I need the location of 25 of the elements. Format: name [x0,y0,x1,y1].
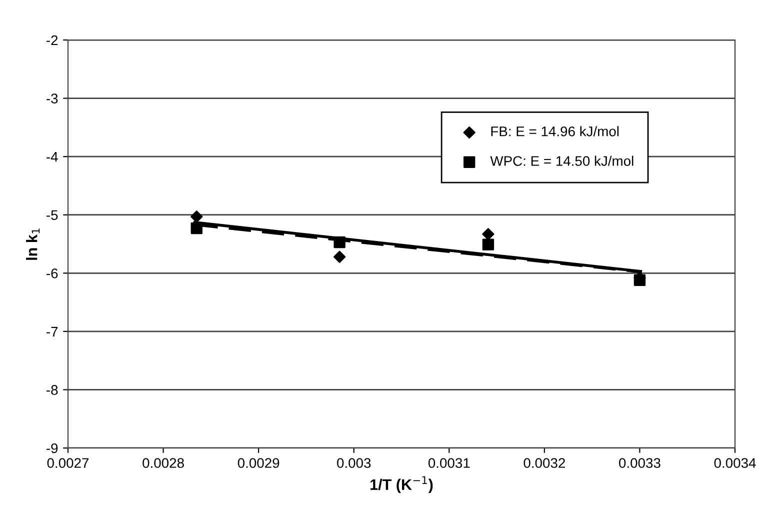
y-tick-label: -8 [46,385,58,395]
y-tick-label: -3 [46,94,58,104]
y-tick-label: -2 [46,35,58,46]
y-tick-label: -9 [46,443,58,454]
x-tick-label: 0.0032 [524,458,565,468]
point [333,250,346,263]
y-tick-label: -7 [46,326,58,336]
point [190,210,203,223]
y-tick-label: -4 [46,152,58,162]
x-tick-label: 0.0034 [714,458,756,468]
legend-label: WPC: E = 14.50 kJ/mol [490,156,634,166]
y-tick-label: -6 [46,268,58,278]
x-tick-label: 0.0029 [238,458,280,468]
point [482,238,494,250]
y-tick-label: -5 [46,210,58,220]
x-tick-label: 0.0033 [619,458,660,468]
point [634,274,646,286]
x-tick-label: 0.0031 [428,458,470,468]
x-tick-label: 0.0028 [142,458,184,468]
y-axis-title: ln k$_{1}$ [26,228,40,260]
x-tick-label: 0.003 [337,458,371,468]
legend-label: FB: E = 14.96 kJ/mol [491,126,619,136]
point [482,228,494,240]
x-axis-title: 1/T (K$^{−1}$) [370,476,433,494]
x-tick-label: 0.0027 [47,458,89,468]
